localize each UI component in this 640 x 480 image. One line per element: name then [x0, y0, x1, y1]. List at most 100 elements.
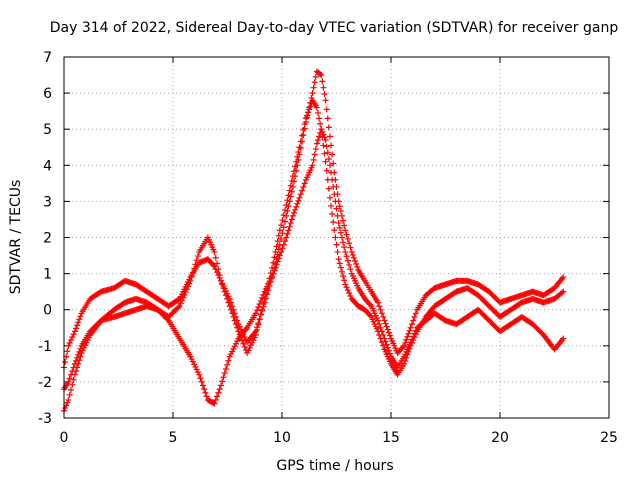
data-point: [301, 180, 308, 187]
y-tick-label: 1: [43, 267, 52, 283]
data-point: [321, 91, 328, 98]
data-point: [69, 381, 76, 388]
data-point: [353, 260, 360, 267]
data-point: [230, 313, 237, 320]
data-point: [272, 264, 279, 271]
data-point: [340, 239, 347, 246]
data-point: [336, 224, 343, 231]
data-point: [350, 254, 357, 261]
data-point: [312, 146, 319, 153]
data-point: [297, 191, 304, 198]
data-point: [175, 304, 182, 311]
data-point: [385, 329, 392, 336]
data-point: [222, 292, 229, 299]
data-point: [273, 243, 280, 250]
data-point: [324, 115, 331, 122]
data-point: [66, 339, 73, 346]
data-point: [282, 238, 289, 245]
data-point: [316, 133, 323, 140]
data-point: [259, 306, 266, 313]
data-point: [65, 396, 72, 403]
data-point: [342, 227, 349, 234]
data-point: [278, 248, 285, 255]
data-point: [295, 149, 302, 156]
data-point: [257, 297, 264, 304]
data-point: [285, 227, 292, 234]
data-point: [336, 203, 343, 210]
data-point: [199, 382, 206, 389]
data-point: [407, 339, 414, 346]
data-point: [326, 194, 333, 201]
data-point: [329, 211, 336, 218]
data-point: [217, 382, 224, 389]
data-point: [319, 128, 326, 135]
data-point: [386, 332, 393, 339]
data-point: [212, 254, 219, 261]
data-point: [347, 244, 354, 251]
data-point: [322, 137, 329, 144]
data-point: [405, 330, 412, 337]
data-point: [324, 149, 331, 156]
data-point: [75, 351, 82, 358]
data-point: [271, 254, 278, 261]
data-point: [341, 277, 348, 284]
data-point: [406, 327, 413, 334]
data-point: [198, 378, 205, 385]
data-point: [71, 360, 78, 367]
data-point: [328, 142, 335, 149]
axis-ticks: 0 5 10 15 20 25 -3 -2 -1 0 1 2 3 4 5 6 7: [38, 50, 618, 446]
data-point: [318, 126, 325, 133]
data-point: [325, 124, 332, 131]
data-point: [337, 208, 344, 215]
data-point: [380, 313, 387, 320]
data-point: [378, 328, 385, 335]
data-point: [377, 306, 384, 313]
data-point: [65, 342, 72, 349]
data-point: [224, 361, 231, 368]
data-point: [310, 156, 317, 163]
x-tick-label: 10: [273, 430, 291, 446]
data-point: [74, 322, 81, 329]
data-point: [292, 163, 299, 170]
data-point: [340, 217, 347, 224]
data-point: [226, 303, 233, 310]
data-point: [219, 281, 226, 288]
data-point: [234, 324, 241, 331]
data-point: [295, 197, 302, 204]
data-point: [293, 158, 300, 165]
data-point: [256, 316, 263, 323]
data-point: [185, 283, 192, 290]
data-point: [219, 378, 226, 385]
data-point: [346, 261, 353, 268]
data-point: [177, 300, 184, 307]
data-point: [276, 227, 283, 234]
data-point: [67, 386, 74, 393]
data-point: [314, 109, 321, 116]
data-point: [336, 260, 343, 267]
data-point: [407, 324, 414, 331]
data-point: [282, 207, 289, 214]
data-point: [300, 131, 307, 138]
data-point: [62, 405, 69, 412]
data-point: [343, 231, 350, 238]
data-point: [342, 248, 349, 255]
data-point: [214, 393, 221, 400]
data-point: [374, 299, 381, 306]
data-point: [191, 265, 198, 272]
data-point: [314, 137, 321, 144]
data-point: [304, 112, 311, 119]
data-point: [349, 251, 356, 258]
data-point: [273, 261, 280, 268]
data-point: [343, 284, 350, 291]
data-point: [338, 234, 345, 241]
data-point: [201, 386, 208, 393]
data-point: [288, 216, 295, 223]
data-point: [283, 202, 290, 209]
data-point: [332, 234, 339, 241]
data-point: [225, 299, 232, 306]
data-point: [383, 341, 390, 348]
data-point: [325, 185, 332, 192]
data-point: [354, 263, 361, 270]
data-point: [323, 167, 330, 174]
data-point: [64, 348, 71, 355]
